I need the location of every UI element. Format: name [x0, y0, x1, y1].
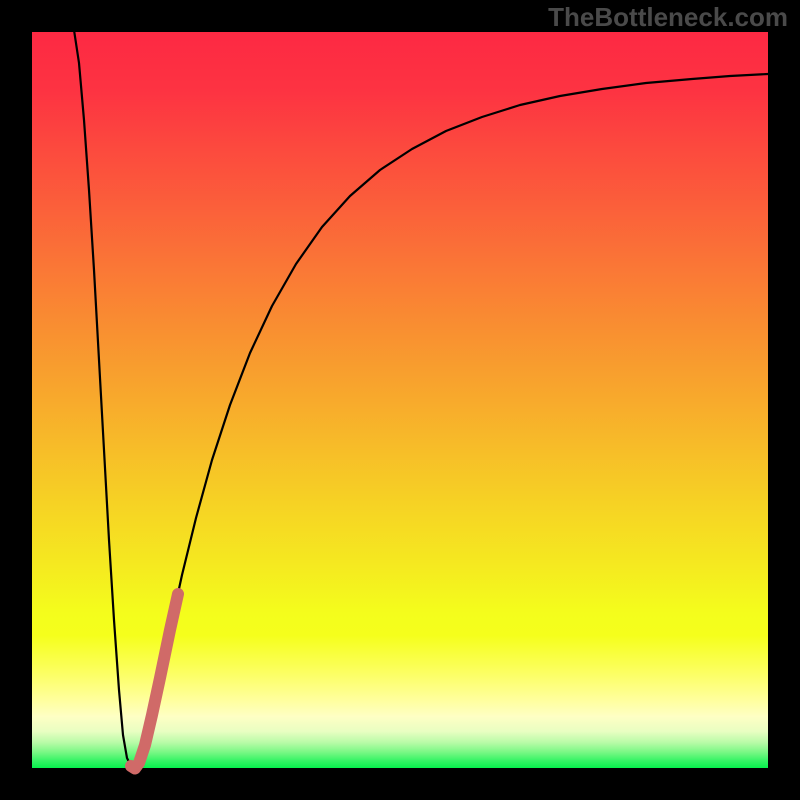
highlight-segment	[131, 594, 178, 769]
chart-svg	[0, 0, 800, 800]
curve-line	[74, 30, 768, 769]
